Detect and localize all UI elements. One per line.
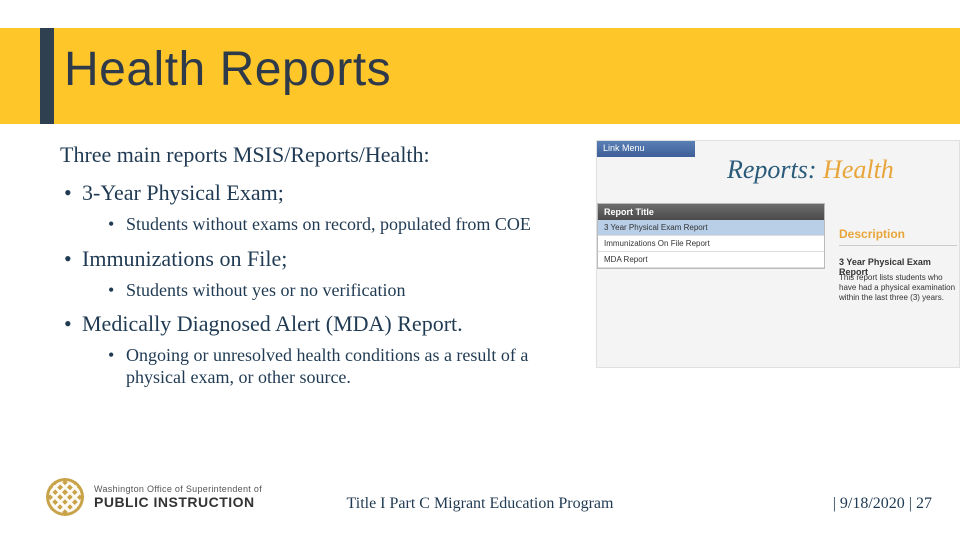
description-body: This report lists students who have had … <box>839 273 957 303</box>
report-title-table: Report Title 3 Year Physical Exam Report… <box>597 203 825 269</box>
bullet-2: Immunizations on File; Students without … <box>60 246 590 302</box>
report-row-2: Immunizations On File Report <box>598 236 824 252</box>
footer-program: Title I Part C Migrant Education Program <box>0 495 960 513</box>
bullet-3-label: Medically Diagnosed Alert (MDA) Report. <box>82 311 463 336</box>
ospi-logo-top: Washington Office of Superintendent of <box>94 484 262 494</box>
content-body: Three main reports MSIS/Reports/Health: … <box>60 142 590 398</box>
footer-meta: | 9/18/2020 | 27 <box>833 495 932 513</box>
report-row-3: MDA Report <box>598 252 824 268</box>
bullet-1-sub-1: Students without exams on record, popula… <box>106 214 590 236</box>
slide-title: Health Reports <box>64 42 391 97</box>
bullet-2-label: Immunizations on File; <box>82 246 287 271</box>
app-screenshot: Link Menu Reports: Health Report Title 3… <box>596 140 960 368</box>
reports-prefix: Reports: <box>727 155 823 184</box>
reports-header-script: Reports: Health <box>727 155 894 185</box>
bullet-3-sub-1: Ongoing or unresolved health conditions … <box>106 345 590 388</box>
footer-date: 9/18/2020 <box>840 495 905 512</box>
link-menu-bar: Link Menu <box>597 141 695 157</box>
intro-text: Three main reports MSIS/Reports/Health: <box>60 142 590 168</box>
footer-page: 27 <box>916 495 932 512</box>
description-divider <box>839 245 957 246</box>
bullet-2-sub-1: Students without yes or no verification <box>106 280 590 302</box>
bullet-3: Medically Diagnosed Alert (MDA) Report. … <box>60 311 590 388</box>
bullet-1-label: 3-Year Physical Exam; <box>82 180 284 205</box>
description-label: Description <box>839 227 905 241</box>
report-table-header: Report Title <box>598 204 824 220</box>
report-row-1: 3 Year Physical Exam Report <box>598 220 824 236</box>
title-side-accent <box>40 28 54 124</box>
bullet-1: 3-Year Physical Exam; Students without e… <box>60 180 590 236</box>
reports-suffix: Health <box>823 155 894 184</box>
